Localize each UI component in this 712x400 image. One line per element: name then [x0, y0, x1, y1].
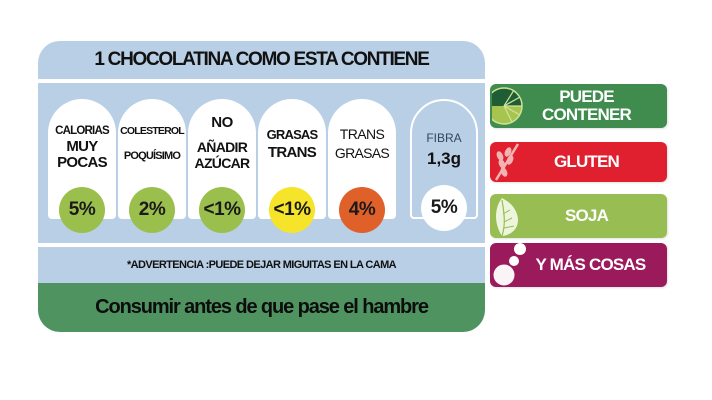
label-title: 1 CHOCOLATINA COMO ESTA CONTIENE [38, 41, 485, 79]
best-before-text: Consumir antes de que pase el hambre [38, 283, 485, 332]
nutrient-percent-badge: 5% [421, 185, 467, 231]
nutrient-name: GRASAS [266, 127, 319, 142]
bubbles-icon [492, 243, 526, 287]
nutrient-percent-badge: 2% [129, 187, 175, 233]
badge-puede-contener: PUEDE CONTENER [490, 84, 667, 128]
nutrient-azucar: NO AÑADIR AZÚCAR <1% [188, 99, 256, 242]
wheat-crossed-icon [494, 143, 520, 181]
nutrient-name: NO [211, 114, 233, 131]
nutrient-calorias: CALORIAS MUY POCAS 5% [48, 99, 116, 242]
citrus-slice-icon [492, 87, 523, 125]
nutrient-name: FIBRA [426, 131, 462, 145]
nutrient-name: CALORIAS [55, 125, 109, 137]
nutrient-colesterol: COLESTEROL POQUÍSIMO 2% [118, 99, 186, 242]
badge-y-mas-cosas: Y MÁS COSAS [490, 243, 667, 287]
warning-text: *ADVERTENCIA :PUEDE DEJAR MIGUITAS EN LA… [38, 247, 485, 283]
nutrient-sub: MUY POCAS [57, 138, 108, 171]
nutrient-fibra: FIBRA 1,3g 5% [410, 99, 478, 242]
nutrient-sub: GRASAS [334, 145, 390, 161]
nutrient-percent-badge: 5% [59, 187, 105, 233]
nutrient-name: TRANS [339, 126, 385, 142]
nutrient-panel: CALORIAS MUY POCAS 5% COLESTEROL POQUÍSI… [38, 83, 485, 243]
nutrient-name: COLESTEROL [120, 125, 185, 137]
nutrient-sub: AÑADIR AZÚCAR [194, 139, 251, 171]
leaf-icon [496, 198, 518, 237]
badge-soja: SOJA [490, 194, 667, 238]
nutrient-sub: POQUÍSIMO [123, 150, 181, 162]
nutrition-label: 1 CHOCOLATINA COMO ESTA CONTIENE CALORIA… [38, 41, 485, 332]
nutrient-percent-badge: <1% [269, 187, 315, 233]
nutrient-grasas-trans: GRASAS TRANS <1% [258, 99, 326, 242]
nutrient-amount: 1,3g [426, 149, 462, 168]
badge-gluten: GLUTEN [490, 142, 667, 182]
nutrient-trans-grasas: TRANS GRASAS 4% [328, 99, 396, 242]
nutrient-percent-badge: 4% [339, 187, 385, 233]
nutrient-percent-badge: <1% [199, 187, 245, 233]
nutrient-sub: TRANS [267, 144, 317, 161]
